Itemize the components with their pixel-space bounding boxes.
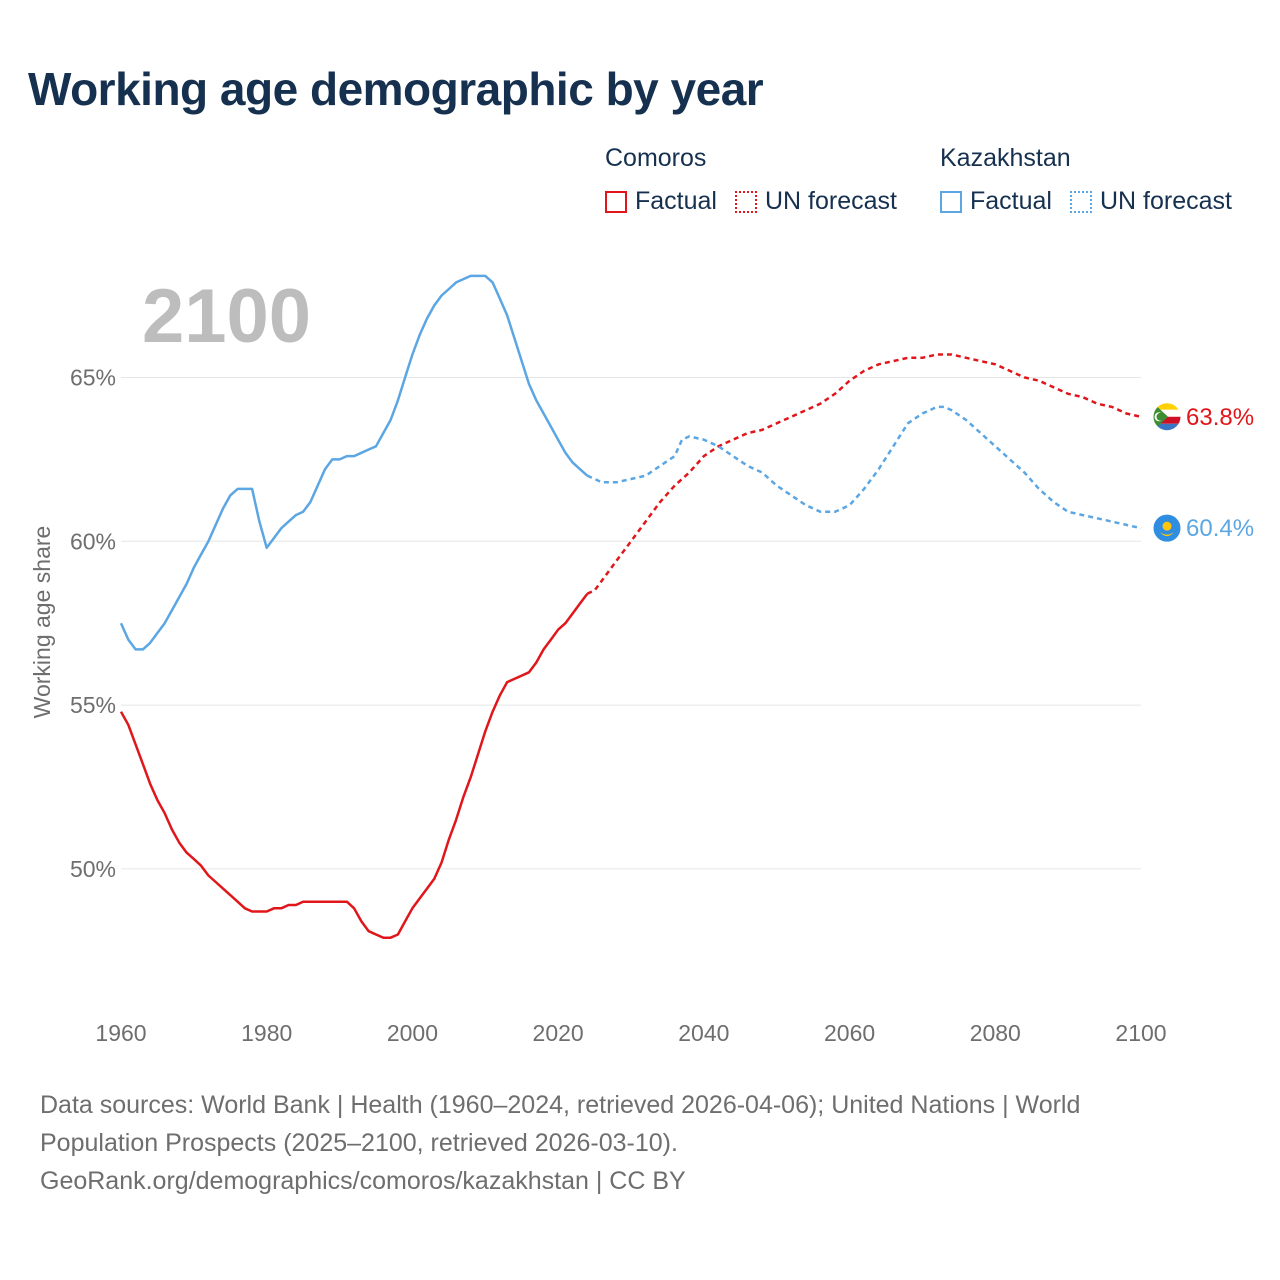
x-tick-label: 1980 <box>241 1020 292 1046</box>
legend-item-comoros-forecast[interactable]: UN forecast <box>734 187 897 216</box>
footer-line-1: Data sources: World Bank | Health (1960–… <box>40 1091 1081 1119</box>
y-tick-label: 60% <box>70 528 116 554</box>
dotted-line-swatch-icon <box>734 190 757 213</box>
kazakhstan-end-label: 60.4% <box>1186 515 1254 542</box>
x-tick-label: 2040 <box>678 1020 729 1046</box>
kazakhstan-forecast-line <box>586 405 1142 530</box>
solid-line-swatch-icon <box>940 190 962 213</box>
dotted-line-swatch-icon <box>1069 190 1092 213</box>
legend-country-kazakhstan: Kazakhstan <box>940 144 1071 172</box>
y-tick-label: 65% <box>70 364 116 390</box>
y-axis-title: Working age share <box>29 526 55 719</box>
x-tick-label: 1960 <box>95 1020 146 1046</box>
legend-item-kazakhstan-forecast[interactable]: UN forecast <box>1069 187 1232 216</box>
comoros-forecast-line <box>586 353 1142 595</box>
legend-item-kazakhstan-factual[interactable]: Factual <box>940 187 1052 216</box>
y-tick-label: 50% <box>70 856 116 882</box>
kazakhstan-flag-icon <box>1152 513 1182 543</box>
x-tick-label: 2080 <box>970 1020 1021 1046</box>
y-tick-label: 55% <box>70 692 116 718</box>
kazakhstan-factual-line <box>119 274 589 651</box>
x-tick-label: 2020 <box>533 1020 584 1046</box>
x-tick-label: 2060 <box>824 1020 875 1046</box>
solid-line-swatch-icon <box>605 190 627 213</box>
legend-group-kazakhstan: Kazakhstan Factual UN forecast <box>940 144 1250 216</box>
footer-line-2: Population Prospects (2025–2100, retriev… <box>40 1129 678 1157</box>
year-watermark: 2100 <box>142 274 311 359</box>
footer-line-3: GeoRank.org/demographics/comoros/kazakhs… <box>40 1167 686 1195</box>
chart-plot-area: 2100 50% 55% 60% 65% 1960 1980 2000 2020 2040 206… <box>29 274 1254 1046</box>
footer-sources: Data sources: World Bank | Health (1960–… <box>40 1086 1240 1200</box>
comoros-factual-line <box>119 592 589 939</box>
legend-label: Factual <box>635 187 717 215</box>
legend-group-comoros: Comoros Factual UN forecast <box>605 144 915 216</box>
legend-label: Factual <box>970 187 1052 215</box>
legend-country-comoros: Comoros <box>605 144 707 172</box>
legend-item-comoros-factual[interactable]: Factual <box>605 187 717 216</box>
x-tick-label: 2000 <box>387 1020 438 1046</box>
legend-label: UN forecast <box>1099 187 1232 215</box>
comoros-flag-icon <box>1152 402 1182 432</box>
comoros-end-label: 63.8% <box>1186 404 1254 431</box>
chart-title: Working age demographic by year <box>28 63 764 115</box>
legend-label: UN forecast <box>764 187 897 215</box>
x-tick-label: 2100 <box>1115 1020 1166 1046</box>
